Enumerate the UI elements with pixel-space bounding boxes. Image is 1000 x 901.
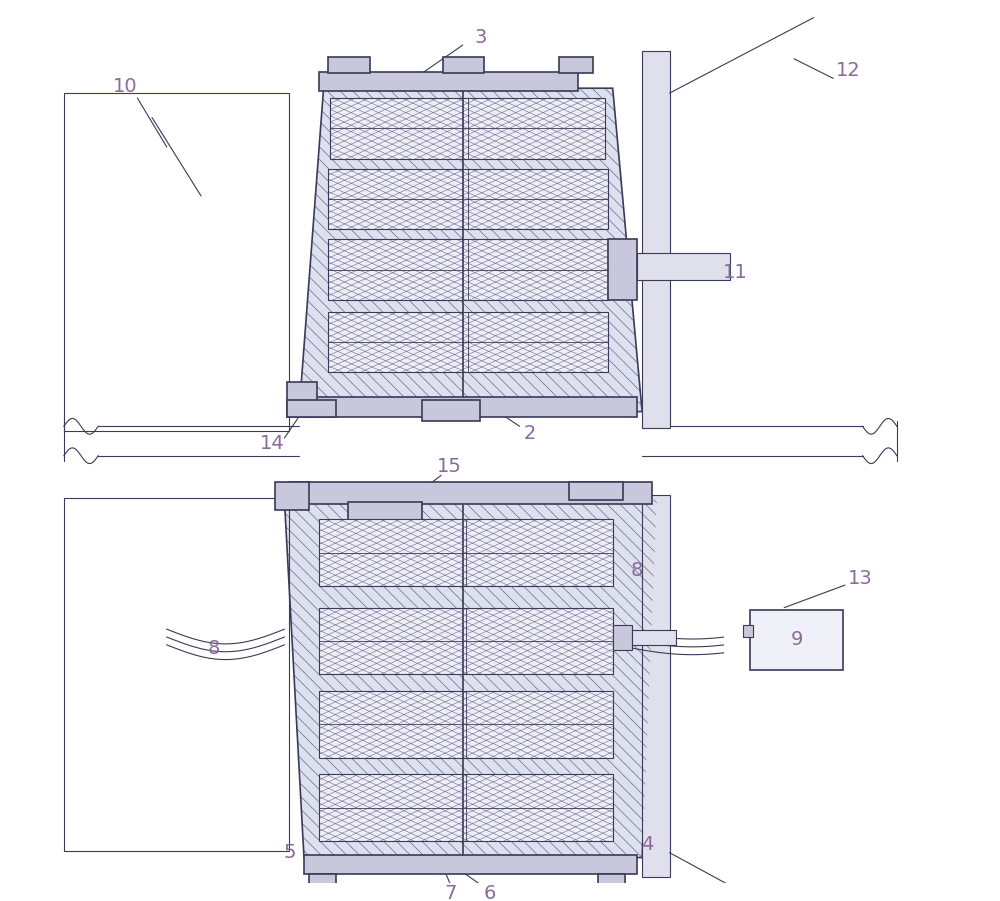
Text: 3: 3 — [474, 28, 487, 47]
Text: 13: 13 — [848, 569, 873, 587]
Bar — [328, 239, 608, 300]
Bar — [328, 168, 608, 230]
Bar — [330, 98, 605, 159]
Text: 2: 2 — [523, 423, 536, 442]
Bar — [642, 51, 670, 428]
Text: 4: 4 — [641, 835, 653, 854]
Bar — [319, 71, 578, 91]
Text: 12: 12 — [836, 61, 860, 80]
Bar — [319, 607, 613, 674]
Bar — [304, 397, 637, 416]
Bar — [287, 400, 336, 416]
Bar — [348, 502, 422, 532]
Text: 14: 14 — [260, 434, 285, 453]
Bar — [319, 774, 613, 841]
Bar — [304, 855, 637, 874]
Bar — [569, 482, 623, 500]
Bar — [64, 498, 289, 851]
Polygon shape — [299, 88, 642, 412]
Text: 7: 7 — [445, 884, 457, 901]
Bar — [328, 57, 370, 72]
Bar — [642, 495, 670, 878]
Text: 6: 6 — [484, 884, 496, 901]
Bar — [743, 625, 753, 637]
Bar — [559, 57, 593, 72]
Text: 5: 5 — [283, 843, 296, 862]
Bar — [598, 874, 625, 886]
Text: 11: 11 — [723, 263, 748, 282]
Bar — [613, 625, 632, 650]
Bar — [422, 400, 480, 422]
Bar — [289, 482, 652, 504]
Bar — [319, 691, 613, 758]
Bar — [443, 57, 484, 72]
Bar — [608, 239, 637, 300]
Text: 8: 8 — [631, 561, 643, 580]
Bar — [637, 253, 730, 280]
Bar — [309, 874, 336, 886]
Text: 10: 10 — [113, 77, 138, 96]
Polygon shape — [284, 500, 657, 858]
Text: 9: 9 — [791, 631, 803, 650]
Bar — [275, 482, 309, 510]
Bar — [319, 520, 613, 586]
Bar — [64, 93, 289, 432]
Text: 8: 8 — [208, 640, 220, 659]
Bar — [287, 382, 317, 416]
Bar — [328, 312, 608, 372]
Bar — [632, 630, 676, 645]
Text: 15: 15 — [437, 457, 461, 476]
Bar — [750, 610, 843, 670]
